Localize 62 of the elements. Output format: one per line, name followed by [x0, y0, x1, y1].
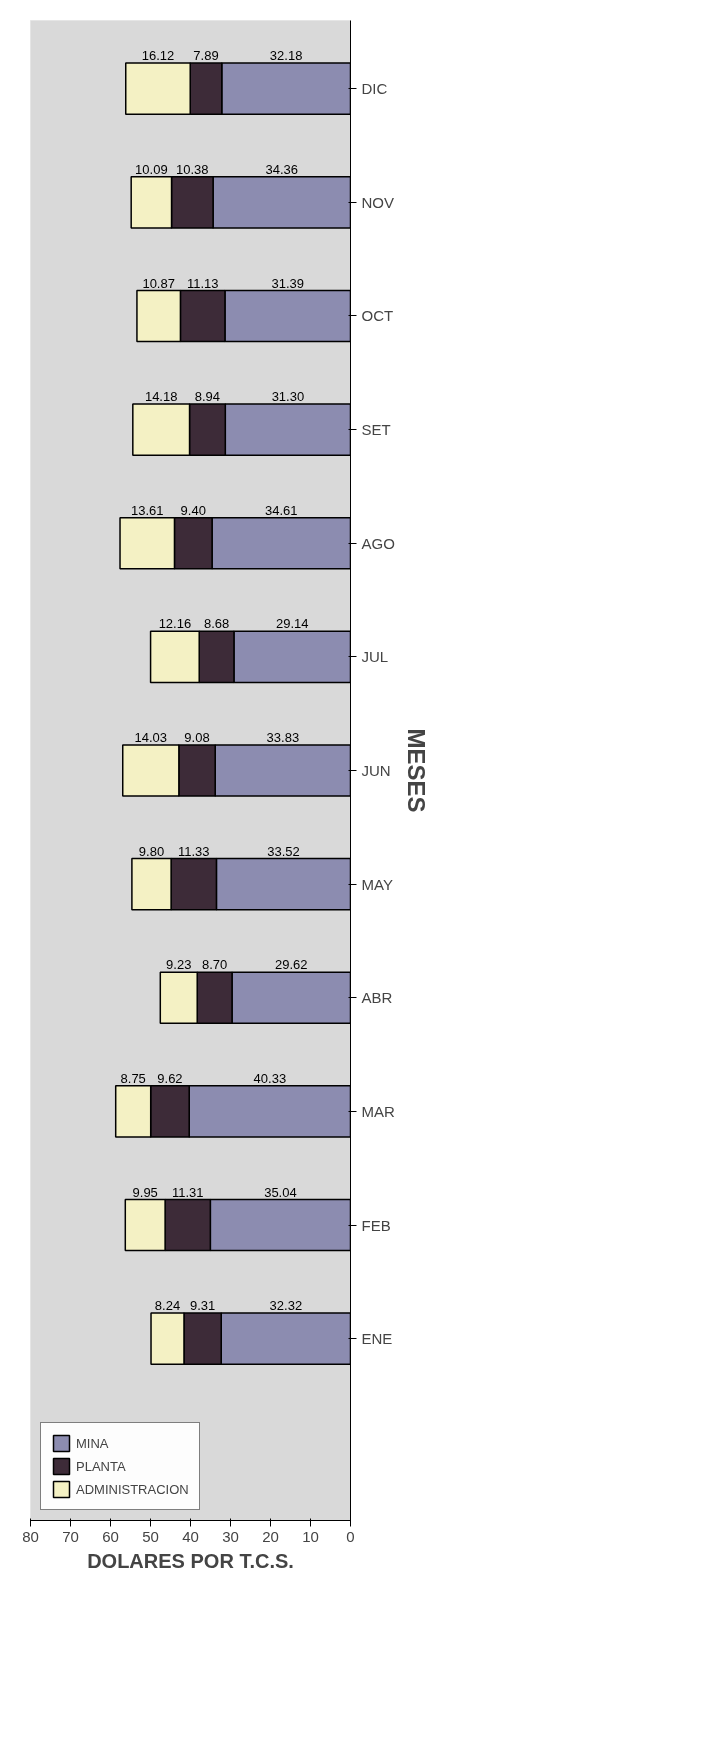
data-label: 11.31 [171, 1184, 204, 1200]
y-tick-label: NOV [361, 193, 395, 211]
data-label: 13.61 [130, 502, 164, 518]
data-label: 32.32 [269, 1298, 303, 1314]
x-tick-label: 40 [182, 1527, 199, 1545]
data-label: 11.33 [177, 843, 210, 859]
data-label: 14.18 [144, 389, 178, 405]
data-label: 12.16 [158, 616, 192, 632]
data-label: 16.12 [141, 48, 175, 64]
x-tick-label: 70 [62, 1527, 79, 1545]
legend-label: PLANTA [76, 1458, 126, 1474]
x-tick-label: 60 [102, 1527, 119, 1545]
data-label: 10.38 [176, 161, 209, 177]
y-tick-label: OCT [361, 307, 394, 325]
data-label: 31.30 [271, 389, 305, 405]
y-tick-label: JUL [361, 648, 389, 666]
data-label: 8.68 [203, 616, 230, 632]
x-tick-label: 50 [142, 1527, 159, 1545]
y-tick-label: SET [361, 421, 391, 439]
y-axis-title: MESES [402, 728, 430, 813]
x-tick-label: 20 [262, 1527, 279, 1545]
legend-label: ADMINISTRACION [76, 1481, 189, 1497]
data-label: 11.13 [186, 275, 219, 291]
data-label: 33.83 [266, 730, 300, 746]
y-tick-label: JUN [361, 762, 391, 779]
data-label: 10.09 [135, 161, 168, 177]
x-tick-label: 80 [22, 1527, 39, 1545]
data-label: 8.94 [194, 389, 221, 405]
y-tick-label: ENE [361, 1330, 393, 1348]
data-label: 9.23 [166, 957, 192, 973]
data-label: 9.08 [184, 730, 210, 746]
data-label: 9.31 [189, 1298, 216, 1314]
data-label: 7.89 [193, 48, 219, 64]
data-label: 10.87 [142, 275, 175, 291]
y-tick-label: MAY [361, 875, 393, 893]
y-tick-label: ABR [361, 989, 393, 1007]
x-tick-label: 10 [302, 1527, 319, 1545]
data-label: 9.62 [157, 1070, 183, 1086]
x-tick-label: 0 [346, 1527, 355, 1545]
x-axis-title: DOLARES POR T.C.S. [87, 1549, 294, 1572]
data-label: 8.70 [201, 957, 228, 973]
data-label: 29.62 [274, 957, 308, 973]
y-tick-label: DIC [361, 80, 388, 98]
data-label: 9.80 [138, 843, 165, 859]
y-tick-label: FEB [361, 1216, 391, 1234]
y-tick-label: MAR [361, 1102, 395, 1120]
data-label: 32.18 [269, 48, 303, 64]
data-label: 33.52 [267, 843, 300, 859]
data-label: 29.14 [275, 616, 309, 632]
data-label: 8.75 [120, 1070, 146, 1086]
data-label: 34.36 [265, 161, 299, 177]
data-label: 8.24 [154, 1298, 181, 1314]
data-label: 35.04 [264, 1184, 297, 1200]
legend-label: MINA [76, 1435, 109, 1451]
data-label: 14.03 [134, 730, 168, 746]
data-label: 40.33 [253, 1070, 287, 1086]
x-tick-label: 30 [222, 1527, 239, 1545]
data-label: 9.40 [180, 502, 206, 518]
data-label: 9.95 [132, 1184, 158, 1200]
y-tick-label: AGO [361, 534, 395, 552]
data-label: 34.61 [265, 502, 298, 518]
data-label: 31.39 [271, 275, 304, 291]
